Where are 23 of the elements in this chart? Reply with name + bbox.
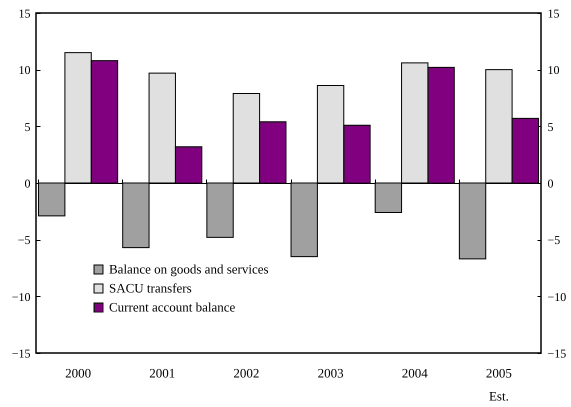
x-tick-label: 2002 <box>233 366 260 380</box>
y2-tick-label: 15 <box>548 6 560 20</box>
y2-tick-label: −15 <box>548 346 566 360</box>
x-tick-label: 2000 <box>65 366 92 380</box>
y-tick-label: 15 <box>18 6 30 20</box>
y-tick-label: 5 <box>24 120 30 134</box>
y-tick-label: −15 <box>12 346 30 360</box>
x-tick-label: 2004 <box>402 366 428 380</box>
y2-tick-label: 5 <box>548 120 554 134</box>
legend-label: Balance on goods and services <box>109 262 269 276</box>
y-tick-label: 10 <box>18 63 30 78</box>
x-tick-label: 2001 <box>149 366 176 380</box>
y-tick-label: −5 <box>18 233 30 248</box>
x-tick-label: 2003 <box>318 366 344 380</box>
legend-label: SACU transfers <box>109 280 192 296</box>
legend-label: Current account balance <box>109 300 236 314</box>
y2-tick-label: −5 <box>548 233 560 248</box>
y2-tick-label: 0 <box>548 176 554 190</box>
y-tick-label: −10 <box>12 290 30 304</box>
y2-tick-label: −10 <box>548 290 566 304</box>
x-tick-label: 2005 Est. <box>486 366 512 404</box>
y2-tick-label: 10 <box>548 63 560 78</box>
y-tick-label: 0 <box>24 176 30 190</box>
